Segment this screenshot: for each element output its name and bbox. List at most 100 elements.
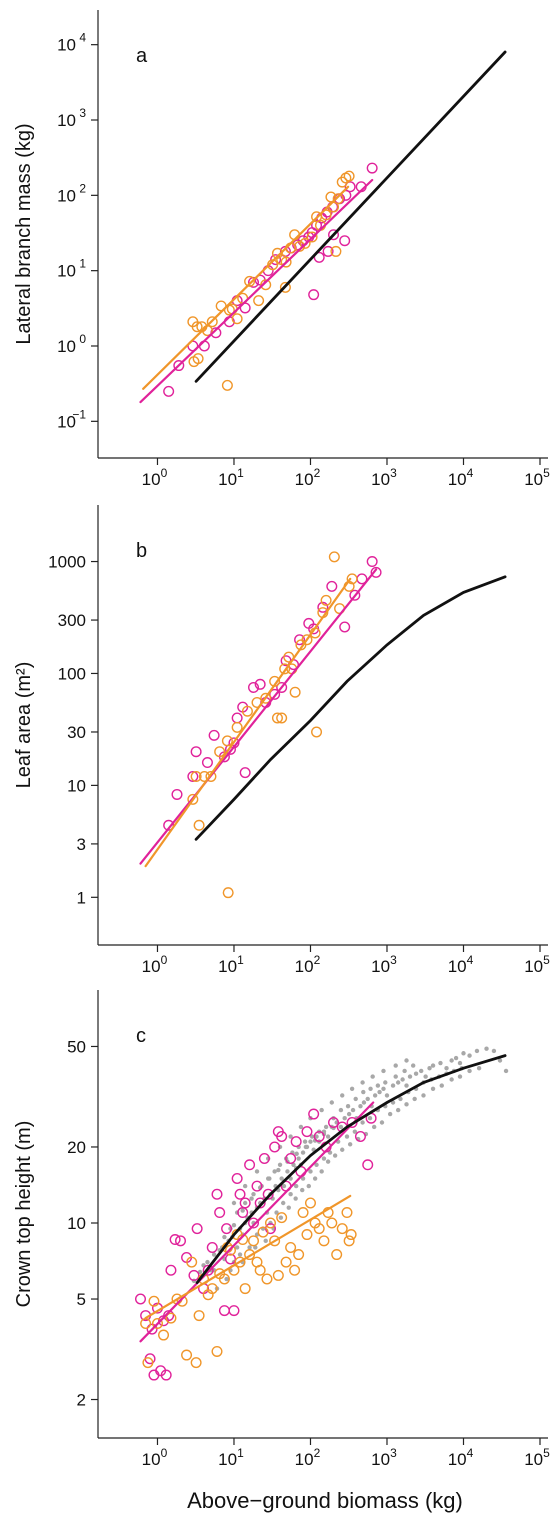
data-point-magenta (228, 1305, 240, 1317)
x-tick-label: 105 (524, 1446, 550, 1469)
data-point-magenta (276, 1131, 288, 1143)
data-point-magenta (254, 1197, 266, 1209)
y-tick-label: 300 (58, 611, 86, 630)
data-point-grey (253, 1245, 258, 1250)
data-point-grey (360, 1120, 365, 1125)
y-tick-label: 10 (57, 412, 76, 431)
y-tick-exponent: −1 (72, 407, 86, 421)
data-point-grey (358, 1104, 363, 1109)
data-point-orange (260, 692, 272, 704)
data-point-grey (314, 1162, 319, 1167)
data-point-magenta (317, 601, 329, 613)
x-tick-label: 102 (295, 953, 321, 976)
data-point-orange (299, 237, 311, 249)
data-point-grey (449, 1077, 454, 1082)
data-point-orange (343, 170, 355, 182)
y-tick-label: 10 (67, 1214, 86, 1233)
data-point-grey (321, 1156, 327, 1161)
data-point-magenta (224, 1253, 236, 1265)
fit-line-black (195, 1054, 507, 1285)
y-tick-exponent: 3 (79, 106, 86, 120)
data-point-grey (279, 1176, 284, 1181)
data-point-grey (503, 1068, 509, 1074)
data-point-magenta (258, 1153, 270, 1165)
data-point-magenta (370, 566, 382, 578)
data-point-orange (343, 1235, 355, 1247)
data-point-grey (231, 1200, 237, 1206)
data-point-magenta (163, 385, 175, 397)
data-point-magenta (175, 1235, 187, 1247)
data-point-magenta (201, 757, 213, 769)
data-point-orange (306, 231, 318, 243)
data-point-grey (306, 1183, 311, 1189)
data-point-grey (404, 1058, 409, 1063)
data-point-magenta (328, 1116, 340, 1128)
data-point-grey (368, 1086, 373, 1091)
data-point-orange (301, 634, 313, 646)
data-point-grey (325, 1159, 331, 1164)
data-point-magenta (322, 245, 334, 257)
data-point-grey (319, 1169, 324, 1174)
y-tick-label: 30 (67, 723, 86, 742)
data-point-orange (224, 1244, 236, 1256)
panel-letter: b (136, 540, 147, 562)
data-point-orange (313, 1223, 325, 1235)
data-point-grey (237, 1252, 243, 1257)
y-axis-title: Lateral branch mass (kg) (13, 123, 35, 344)
data-point-orange (205, 771, 217, 783)
data-point-magenta (208, 729, 220, 741)
data-point-grey (309, 1134, 315, 1139)
data-point-grey (281, 1200, 286, 1206)
data-point-grey (281, 1183, 287, 1189)
x-tick-label: 103 (371, 1446, 397, 1469)
data-point-orange (285, 1241, 297, 1253)
data-point-orange (272, 1269, 284, 1281)
data-point-magenta (290, 1136, 302, 1148)
data-point-grey (421, 1093, 426, 1098)
data-point-grey (345, 1104, 351, 1109)
data-point-grey (418, 1068, 424, 1074)
data-point-grey (423, 1074, 428, 1079)
y-tick-exponent: 2 (79, 181, 86, 195)
data-point-orange (221, 735, 233, 747)
data-point-grey (491, 1048, 497, 1054)
y-tick-label: 20 (67, 1138, 86, 1157)
y-tick-label: 50 (67, 1037, 86, 1056)
data-point-grey (340, 1093, 345, 1098)
y-tick-label: 10 (67, 776, 86, 795)
data-point-grey (242, 1183, 248, 1189)
y-tick-exponent: 1 (79, 257, 86, 271)
data-point-orange (181, 1349, 193, 1361)
data-point-grey (329, 1100, 335, 1105)
data-point-grey (293, 1196, 298, 1201)
y-tick-label: 10 (57, 262, 76, 281)
data-point-grey (197, 1269, 203, 1275)
data-point-grey (308, 1139, 313, 1144)
data-point-grey (476, 1066, 482, 1071)
data-point-grey (427, 1066, 432, 1071)
data-point-magenta (244, 1159, 256, 1171)
data-point-grey (319, 1107, 324, 1113)
data-point-orange (218, 1273, 230, 1285)
data-point-magenta (135, 1293, 147, 1305)
y-tick-label: 1 (77, 888, 86, 907)
data-point-grey (224, 1276, 229, 1282)
data-point-grey (314, 1134, 319, 1139)
data-point-orange (271, 712, 283, 724)
data-point-grey (338, 1124, 344, 1130)
data-point-orange (320, 594, 332, 606)
data-point-orange (186, 1256, 198, 1268)
data-point-grey (242, 1200, 248, 1206)
x-tick-label: 105 (524, 953, 550, 976)
data-point-magenta (308, 1108, 320, 1120)
y-axis-title: Crown top height (m) (13, 1121, 35, 1308)
data-point-magenta (311, 219, 323, 231)
y-tick-label: 10 (57, 186, 76, 205)
data-point-grey (381, 1086, 386, 1091)
data-point-magenta (171, 788, 183, 800)
data-point-magenta (206, 1241, 218, 1253)
panel-c: 100 101 102 103 104 105 2 5 10 20 50 Crown top heig… (13, 990, 550, 1469)
data-point-orange (211, 1345, 223, 1357)
data-point-orange (190, 771, 202, 783)
